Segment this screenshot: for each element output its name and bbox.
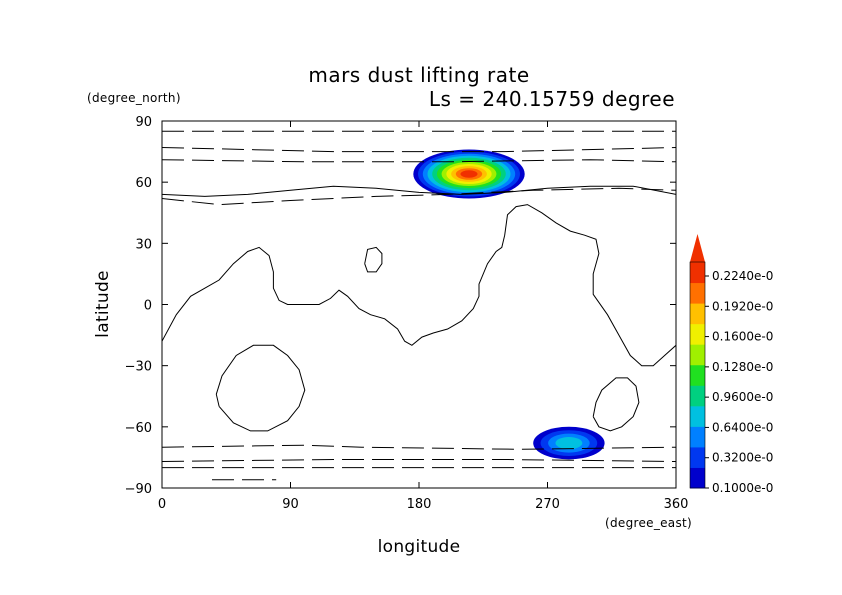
colorbar-band <box>690 364 705 386</box>
dust-region-south-level-3 <box>555 437 583 450</box>
contour-small-loop-north <box>364 246 383 273</box>
x-tick-label: 0 <box>158 497 166 512</box>
contour-north-solid-band <box>162 185 676 197</box>
colorbar-label: 0.6400e-0 <box>712 420 773 434</box>
colorbar-band <box>690 385 705 407</box>
colorbar-band <box>690 262 705 284</box>
chart-subtitle: Ls = 240.15759 degree <box>429 87 675 111</box>
y-tick-label: −60 <box>125 421 152 436</box>
colorbar-label: 0.1280e-0 <box>712 360 773 374</box>
colorbar-band <box>690 323 705 345</box>
colorbar-label: 0.9600e-0 <box>712 390 773 404</box>
colorbar-frame <box>689 261 706 489</box>
contour-dashed-5 <box>162 459 676 462</box>
contour-lines <box>162 130 676 481</box>
colorbar-band <box>690 426 705 448</box>
colorbar-band <box>690 303 705 325</box>
x-tick-label: 180 <box>407 497 432 512</box>
colorbar-label: 0.1600e-0 <box>712 330 773 344</box>
colorbar-extend-arrow <box>690 234 705 262</box>
contour-southern-loop <box>215 344 306 432</box>
y-axis-label: latitude <box>93 270 113 338</box>
colorbar-band <box>690 282 705 304</box>
colorbar-label: 0.1920e-0 <box>712 299 773 313</box>
colorbar: 0.1000e-0 0.3200e-0 0.6400e-0 0.9600e-0 0.12… <box>689 234 773 495</box>
plot-area <box>413 149 605 460</box>
chart-title: mars dust lifting rate <box>308 63 529 87</box>
colorbar-label: 0.3200e-0 <box>712 451 773 465</box>
colorbar-band <box>690 344 705 366</box>
y-tick-label: −30 <box>125 360 152 375</box>
colorbar-label: 0.2240e-0 <box>712 269 773 283</box>
colorbar-label: 0.1000e-0 <box>712 481 773 495</box>
contour-small-loop-south <box>592 377 640 432</box>
colorbar-band <box>690 467 705 489</box>
dust-region-north-level-10 <box>460 170 478 178</box>
x-tick-label: 90 <box>282 497 299 512</box>
axes: 0 90 180 270 360 −90 −60 −30 0 30 60 90 <box>125 115 689 512</box>
y-tick-label: −90 <box>125 482 152 497</box>
y-tick-label: 90 <box>135 115 152 130</box>
contour-dashed-1 <box>162 147 676 153</box>
y-tick-label: 60 <box>135 176 152 191</box>
x-tick-label: 360 <box>664 497 689 512</box>
y-tick-label: 0 <box>144 299 152 314</box>
x-axis-label: longitude <box>378 537 461 557</box>
colorbar-band <box>690 446 705 468</box>
y-units-label: (degree_north) <box>87 91 181 105</box>
x-tick-label: 270 <box>535 497 560 512</box>
contour-dashed-2 <box>162 159 676 163</box>
x-units-label: (degree_east) <box>605 516 692 530</box>
colorbar-band <box>690 405 705 427</box>
contour-continent-outline <box>162 204 676 367</box>
contour-dashed-3 <box>162 187 676 206</box>
y-tick-label: 30 <box>135 237 152 252</box>
contour-dashed-4 <box>162 444 676 450</box>
